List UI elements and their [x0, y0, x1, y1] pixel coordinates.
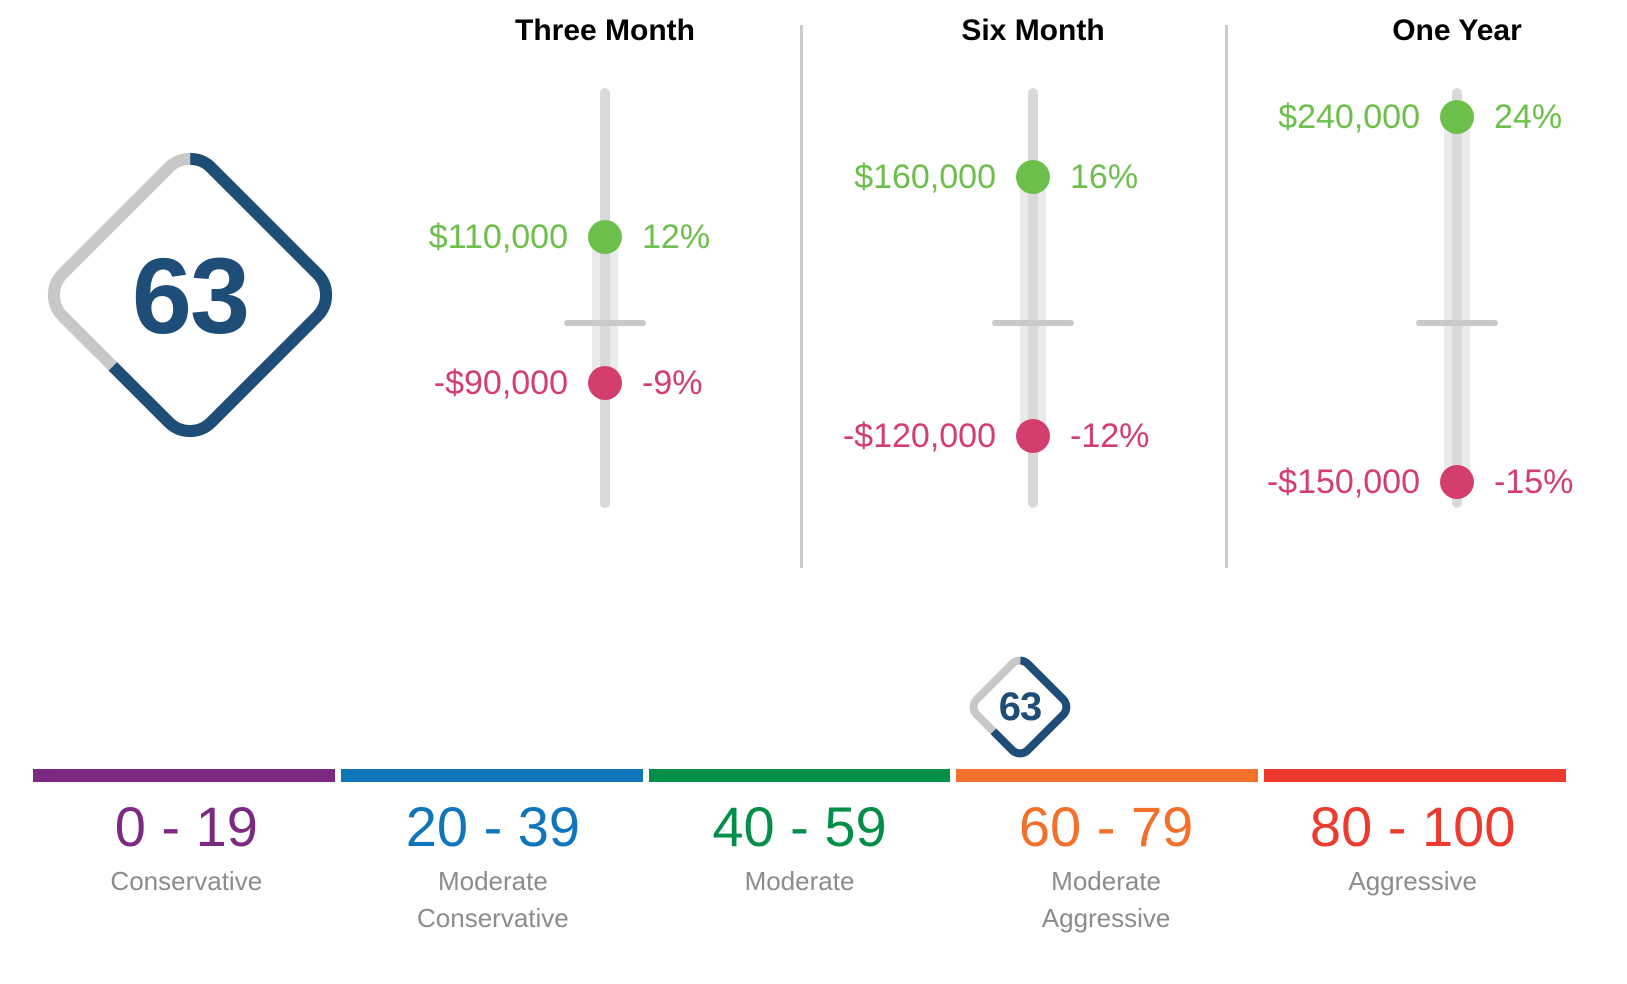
- gain-dot: [1016, 160, 1050, 194]
- loss-amount-label: -$90,000: [433, 364, 568, 402]
- gain-percent-label: 12%: [642, 218, 711, 256]
- scale-segment: 80 - 100 Aggressive: [1259, 797, 1566, 937]
- risk-score-badge: 63: [30, 135, 350, 455]
- gain-dot: [1440, 100, 1474, 134]
- scale-marker-value: 63: [998, 684, 1043, 729]
- loss-dot: [1016, 419, 1050, 453]
- gauge-title: One Year: [1392, 14, 1522, 47]
- segment-name: Conservative: [110, 866, 263, 896]
- gain-amount-label: $110,000: [428, 218, 568, 256]
- scale-segment: 60 - 79 Moderate Aggressive: [953, 797, 1260, 937]
- loss-percent-label: -12%: [1070, 417, 1150, 455]
- segment-range: 20 - 39: [405, 795, 581, 858]
- scale-marker-badge: 63: [965, 652, 1075, 762]
- gauge-track: [1028, 88, 1038, 508]
- loss-dot: [1440, 465, 1474, 499]
- scale-segment-bar: [956, 769, 1259, 782]
- segment-name-line2: Aggressive: [1041, 903, 1171, 933]
- loss-percent-label: -9%: [642, 364, 703, 402]
- scale-segment-bar: [648, 769, 951, 782]
- gauge-zero-line: [564, 320, 646, 326]
- gauge-title: Six Month: [961, 14, 1105, 47]
- loss-amount-label: -$150,000: [1266, 463, 1420, 501]
- column-divider: [800, 25, 803, 568]
- risk-score-ring-icon: [47, 152, 333, 438]
- segment-name: Aggressive: [1348, 866, 1477, 896]
- segment-name-line2: Conservative: [417, 903, 569, 933]
- scale-segment-bar: [1264, 769, 1566, 782]
- scale-segment-bar: [33, 769, 335, 782]
- gain-dot: [588, 220, 622, 254]
- scale-segment: 0 - 19 Conservative: [33, 797, 340, 937]
- segment-range: 40 - 59: [712, 795, 887, 858]
- column-divider: [1225, 25, 1228, 568]
- loss-amount-label: -$120,000: [842, 417, 996, 455]
- segment-name: Moderate: [744, 866, 855, 896]
- scale-segment: 20 - 39 Moderate Conservative: [340, 797, 647, 937]
- gauge-track: [600, 88, 610, 508]
- gauge-title: Three Month: [515, 14, 695, 47]
- gain-percent-label: 16%: [1070, 158, 1139, 196]
- segment-range: 80 - 100: [1309, 795, 1516, 858]
- loss-dot: [588, 366, 622, 400]
- scale-segment-bar: [340, 769, 643, 782]
- risk-scale: [33, 769, 1566, 782]
- scale-segment: 40 - 59 Moderate: [646, 797, 953, 937]
- scale-marker-ring-icon: [969, 656, 1071, 758]
- gain-amount-label: $240,000: [1278, 98, 1420, 136]
- segment-range: 60 - 79: [1018, 795, 1194, 858]
- segment-range: 0 - 19: [114, 795, 258, 858]
- gain-amount-label: $160,000: [854, 158, 996, 196]
- risk-score-value: 63: [131, 234, 250, 356]
- gauge-track: [1452, 88, 1462, 508]
- segment-name: Moderate: [1051, 866, 1161, 896]
- gain-percent-label: 24%: [1494, 98, 1563, 136]
- gauge-zero-line: [1416, 320, 1498, 326]
- gauge-zero-line: [992, 320, 1074, 326]
- segment-name: Moderate: [437, 866, 548, 896]
- risk-scale-labels: 0 - 19 Conservative 20 - 39 Moderate Con…: [33, 797, 1566, 937]
- loss-percent-label: -15%: [1494, 463, 1574, 501]
